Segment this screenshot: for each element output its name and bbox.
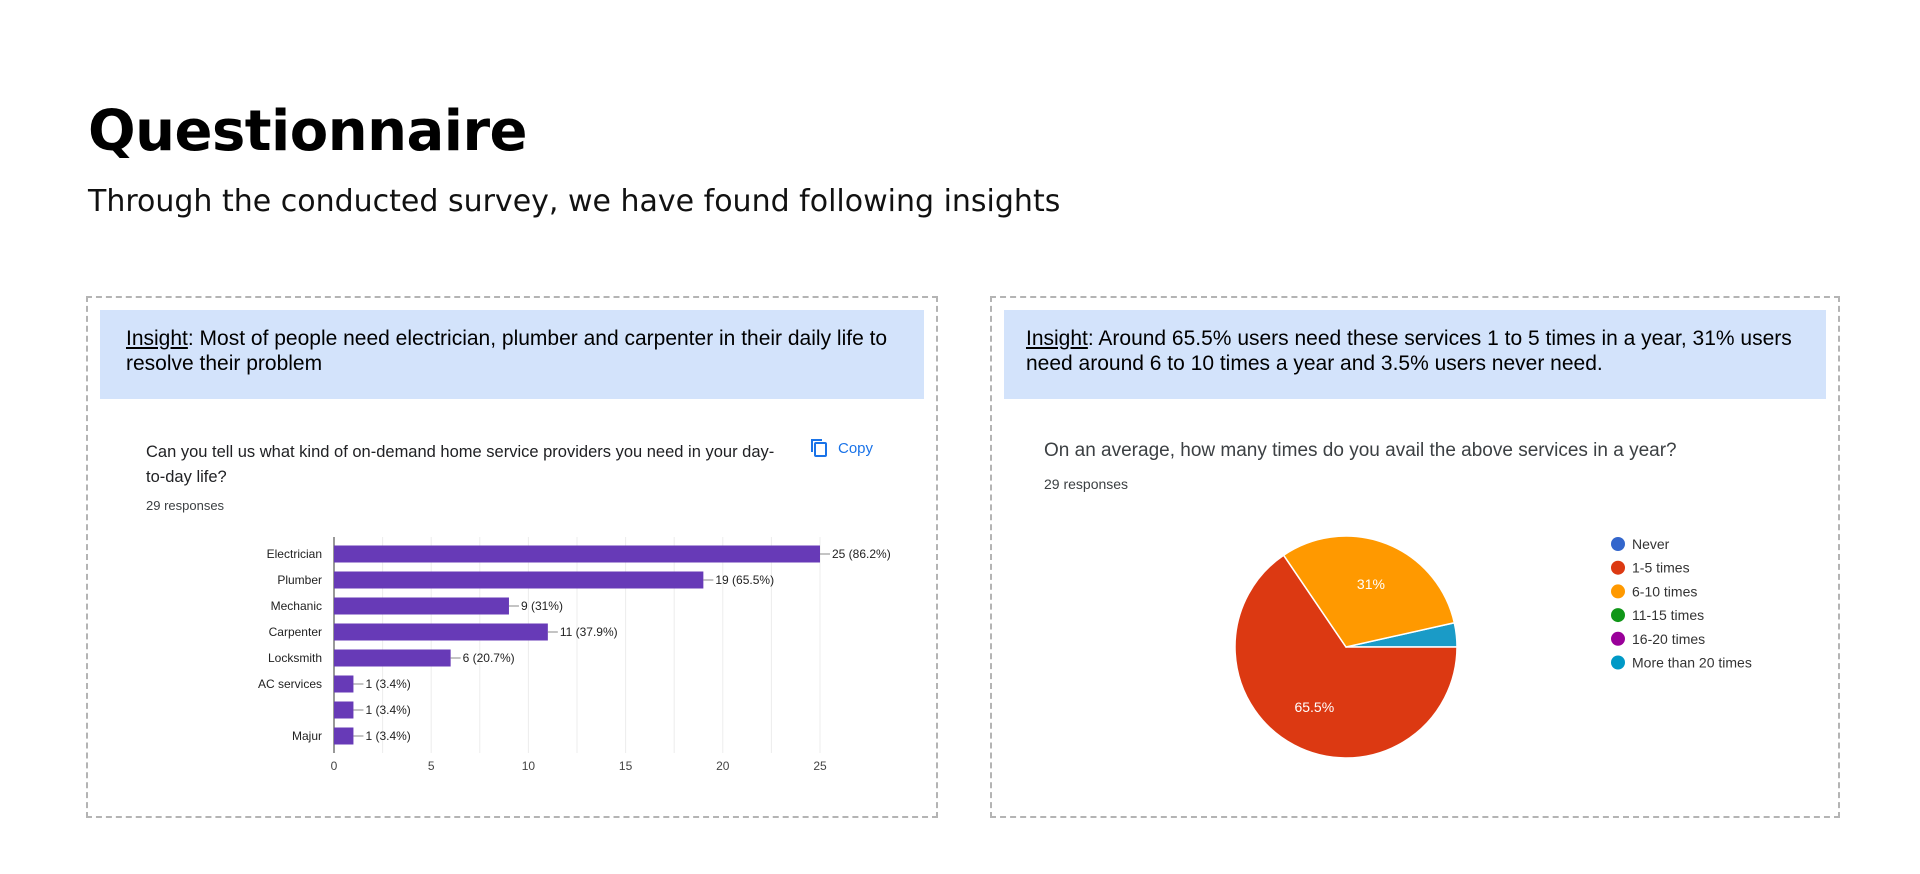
category-label: Electrician	[267, 547, 322, 561]
question-text: Can you tell us what kind of on-demand h…	[146, 443, 775, 486]
response-count: 29 responses	[146, 498, 225, 513]
bar	[334, 571, 704, 589]
legend-label: 1-5 times	[1632, 560, 1690, 576]
insight-text: : Most of people need electrician, plumb…	[126, 327, 888, 375]
legend-swatch	[1611, 560, 1625, 575]
x-tick-label: 25	[813, 759, 827, 773]
bar	[334, 727, 354, 745]
bar	[334, 545, 820, 563]
copy-icon	[811, 439, 827, 457]
slice-label: 65.5%	[1294, 699, 1334, 715]
data-label: 25 (86.2%)	[832, 547, 891, 561]
bar	[334, 623, 548, 641]
insight-banner: Insight: Most of people need electrician…	[100, 310, 924, 399]
category-label: Plumber	[277, 573, 322, 587]
insight-key: Insight	[126, 327, 188, 350]
legend-swatch	[1611, 655, 1625, 670]
x-tick-label: 5	[428, 759, 435, 773]
question-text: On an average, how many times do you ava…	[1044, 440, 1677, 461]
data-label: 1 (3.4%)	[365, 703, 410, 717]
data-label: 9 (31%)	[521, 599, 563, 613]
pie-slice	[1234, 554, 1458, 759]
bar	[334, 597, 509, 615]
data-label: 6 (20.7%)	[463, 651, 515, 665]
insight-card-services: Insight: Most of people need electrician…	[86, 296, 938, 818]
legend-label: 11-15 times	[1632, 607, 1704, 623]
category-label: AC services	[258, 677, 322, 691]
copy-button[interactable]: Copy	[810, 438, 873, 458]
pie-slice	[1282, 535, 1456, 648]
legend-swatch	[1611, 631, 1625, 646]
data-label: 1 (3.4%)	[365, 729, 410, 743]
copy-label: Copy	[838, 439, 874, 457]
insight-banner: Insight: Around 65.5% users need these s…	[1004, 310, 1826, 399]
x-tick-label: 15	[619, 759, 633, 773]
services-bar-chart: 0 5 10 15 20 25 Electrician 25 (86.2%) Plumber 19…	[258, 537, 891, 773]
x-tick-label: 20	[716, 759, 730, 773]
data-label: 19 (65.5%)	[715, 573, 774, 587]
legend-label: Never	[1632, 536, 1670, 552]
legend-swatch	[1611, 537, 1625, 551]
legend-label: 6-10 times	[1632, 583, 1697, 599]
insight-card-frequency: Insight: Around 65.5% users need these s…	[990, 296, 1840, 818]
category-label: Majur	[292, 729, 322, 743]
page-subtitle: Through the conducted survey, we have fo…	[88, 184, 1061, 219]
bar	[334, 701, 354, 719]
legend-label: More than 20 times	[1632, 655, 1752, 671]
bar	[334, 649, 451, 667]
insight-key: Insight	[1026, 327, 1088, 350]
legend-swatch	[1611, 584, 1625, 599]
category-label: Locksmith	[268, 651, 322, 665]
data-label: 11 (37.9%)	[560, 625, 618, 639]
slice-label: 31%	[1357, 576, 1385, 592]
data-label: 1 (3.4%)	[365, 677, 410, 691]
insight-text: : Around 65.5% users need these services…	[1026, 327, 1792, 375]
frequency-pie-chart: 65.5% 31% Never 1-5 times 6-10 times 11-15 ti…	[1234, 535, 1752, 759]
x-tick-label: 10	[522, 759, 536, 773]
legend-swatch	[1611, 608, 1625, 623]
page-title: Questionnaire	[88, 99, 528, 164]
x-tick-label: 0	[331, 759, 338, 773]
category-label: Carpenter	[269, 625, 322, 639]
response-count: 29 responses	[1044, 476, 1129, 492]
category-label: Mechanic	[271, 599, 322, 613]
bar	[334, 675, 354, 693]
legend-label: 16-20 times	[1632, 631, 1705, 647]
